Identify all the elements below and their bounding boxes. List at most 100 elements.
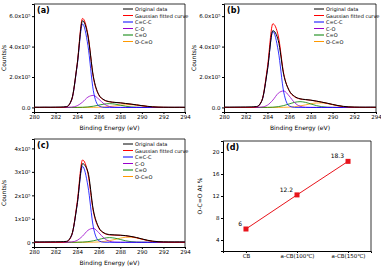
tick-mark (32, 242, 34, 243)
tick-label: 2.0x10⁵ (9, 74, 30, 80)
tick-mark (32, 47, 34, 48)
marker (243, 227, 248, 232)
axis-line (32, 5, 35, 113)
series-line (224, 31, 376, 107)
tick: CB (243, 251, 251, 259)
series-line (34, 160, 185, 242)
legend-swatch (314, 15, 324, 16)
legend-swatch (123, 163, 133, 164)
legend-swatch (123, 22, 133, 23)
tick-label: a-CB(150℃) (332, 253, 366, 259)
series-line (246, 161, 348, 229)
tick: 288 (306, 112, 317, 120)
tick-label: 4.0x10⁵ (199, 44, 220, 50)
tick-label: 280 (219, 114, 230, 120)
legend-label: C=C-C (326, 19, 343, 25)
axis-line (222, 5, 225, 113)
x-axis: 280282284286288290292294 (219, 112, 381, 120)
tick: 280 (29, 247, 40, 255)
tick-mark (221, 196, 223, 197)
frame-top (34, 139, 185, 140)
tick-label: 16 (213, 171, 220, 177)
tick-label: 288 (116, 114, 127, 120)
tick: 280 (29, 112, 40, 120)
tick-mark (221, 174, 223, 175)
tick: 4.0x10⁵ (199, 44, 224, 50)
plot-area (243, 159, 350, 232)
data-label: 18.3 (331, 152, 345, 159)
axis-line (32, 140, 35, 248)
tick: 290 (328, 112, 339, 120)
legend-swatch (123, 28, 133, 29)
legend-swatch (314, 9, 324, 10)
panel-title: (b) (227, 6, 240, 15)
legend: Original dataGaussian fitted curveC=C-CC… (123, 6, 188, 45)
series-line (34, 164, 185, 242)
tick: 20 (213, 149, 224, 155)
tick: a-CB(100℃) (281, 251, 315, 259)
tick: 290 (137, 112, 148, 120)
tick-label: 20 (213, 149, 220, 155)
tick: 282 (51, 112, 62, 120)
frame-top (224, 4, 376, 5)
tick-label: 12 (213, 193, 220, 199)
legend-label: Gaussian fitted curve (135, 13, 188, 19)
y-axis: 48121620 (213, 142, 224, 252)
x-axis-title: Binding Energy (eV) (80, 124, 140, 132)
tick-label: 294 (180, 114, 191, 120)
legend-swatch (123, 170, 133, 171)
tick: 292 (159, 112, 170, 120)
legend-swatch (123, 176, 133, 177)
y-axis: 0.02.0x10⁵4.0x10⁵6.0x10⁵ (9, 5, 34, 113)
tick-mark (32, 148, 34, 149)
tick: 2.0x10⁵ (199, 74, 224, 80)
tick-mark (32, 219, 34, 220)
legend-label: Gaussian fitted curve (135, 148, 188, 154)
tick: 288 (116, 112, 127, 120)
data-label: 12.2 (280, 186, 294, 193)
tick-label: 286 (284, 114, 295, 120)
y-axis: 0.02.0x10⁵4.0x10⁵6.0x10⁵ (199, 5, 224, 113)
tick-mark (221, 152, 223, 153)
legend-label: C=C-C (135, 154, 152, 160)
plot-area (34, 160, 185, 242)
tick: 4x10⁵ (15, 146, 34, 152)
x-axis-title: Binding Energy (eV) (80, 259, 140, 267)
tick: 284 (72, 112, 83, 120)
tick-label: 4 (216, 237, 220, 243)
tick-label: 284 (72, 249, 83, 255)
tick-mark (32, 77, 34, 78)
x-axis-title: Binding Energy (eV) (270, 124, 330, 132)
series-line (34, 24, 185, 108)
legend-swatch (314, 22, 324, 23)
tick-label: 282 (51, 249, 62, 255)
tick: 292 (159, 247, 170, 255)
legend-swatch (123, 41, 133, 42)
tick: 16 (213, 171, 224, 177)
legend-swatch (123, 144, 133, 145)
tick: 282 (241, 112, 252, 120)
tick-mark (222, 77, 224, 78)
tick: 6.0x10⁵ (9, 13, 34, 19)
tick-label: 286 (94, 114, 105, 120)
frame-right (376, 4, 377, 112)
legend: Original dataGaussian fitted curveC=C-CC… (123, 141, 188, 180)
tick: 294 (371, 112, 381, 120)
series-line (34, 21, 185, 108)
panel-title: (d) (226, 143, 239, 152)
panel: 28028228428628829029229401x10⁵2x10⁵3x10⁵… (0, 139, 191, 267)
tick-label: 288 (306, 114, 317, 120)
tick-label: 292 (350, 114, 361, 120)
tick-label: 0 (27, 240, 31, 246)
series-line (224, 24, 376, 108)
tick: 294 (180, 247, 191, 255)
x-axis: CB a-CB(100℃) a-CB(150℃) (224, 251, 372, 259)
tick-label: 2.0x10⁵ (199, 74, 220, 80)
tick-label: 292 (159, 249, 170, 255)
tick-mark (32, 172, 34, 173)
tick: a-CB(150℃) (332, 251, 366, 259)
frame-right (371, 141, 372, 251)
legend-swatch (314, 28, 324, 29)
tick: 294 (180, 112, 191, 120)
tick: 280 (219, 112, 230, 120)
